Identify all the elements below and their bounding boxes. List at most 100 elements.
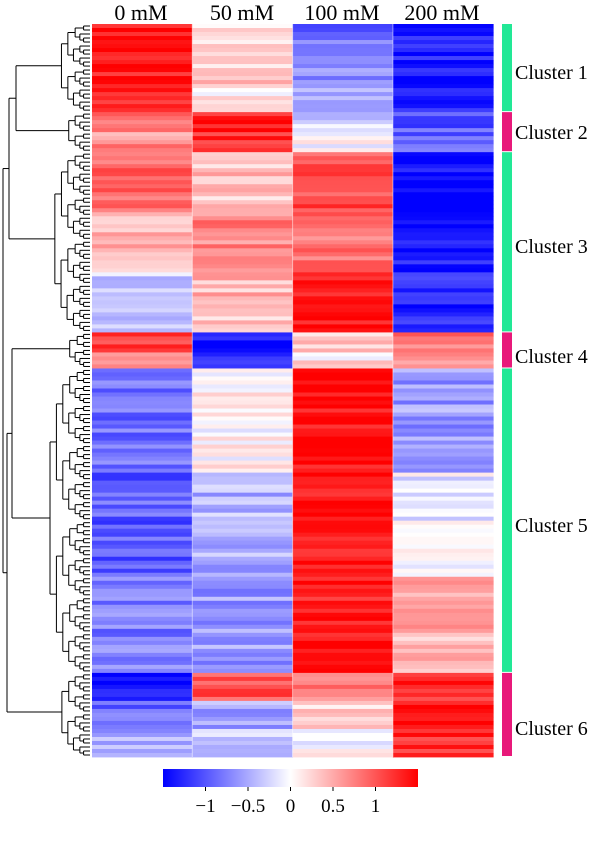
- heatmap-cell: [392, 160, 494, 165]
- heatmap-cell: [192, 420, 293, 425]
- heatmap-cell: [292, 316, 394, 321]
- heatmap-cell: [292, 712, 394, 718]
- heatmap-cell: [92, 64, 193, 69]
- heatmap-cell: [292, 520, 394, 526]
- heatmap-cell: [392, 140, 494, 145]
- heatmap-cell: [92, 744, 193, 750]
- heatmap-cell: [92, 344, 193, 349]
- heatmap-cell: [292, 440, 394, 445]
- heatmap-cell: [292, 624, 394, 630]
- heatmap-cell: [192, 672, 293, 678]
- heatmap-cell: [92, 220, 193, 225]
- heatmap-cell: [192, 280, 293, 285]
- heatmap-cell: [292, 136, 394, 141]
- heatmap-cell: [92, 500, 193, 506]
- heatmap-cell: [92, 76, 193, 81]
- heatmap-cell: [92, 524, 193, 530]
- heatmap-cell: [392, 568, 494, 574]
- heatmap-cell: [92, 368, 193, 373]
- heatmap-cell: [92, 316, 193, 321]
- heatmap-cell: [192, 116, 293, 121]
- heatmap-cell: [292, 596, 394, 602]
- cluster-bar: [502, 152, 512, 332]
- heatmap-cell: [192, 484, 293, 490]
- heatmap-cell: [392, 628, 494, 634]
- heatmap-cell: [92, 144, 193, 149]
- heatmap-cell: [392, 524, 494, 530]
- heatmap-cell: [292, 132, 394, 137]
- heatmap-cell: [192, 408, 293, 413]
- heatmap-cell: [92, 652, 193, 658]
- heatmap-cell: [392, 380, 494, 385]
- heatmap-cell: [292, 264, 394, 269]
- heatmap-cell: [392, 280, 494, 285]
- heatmap-cell: [92, 44, 193, 49]
- heatmap-cell: [292, 488, 394, 494]
- heatmap-cell: [292, 180, 394, 185]
- heatmap-cell: [92, 348, 193, 353]
- heatmap-cell: [292, 228, 394, 233]
- heatmap-cell: [392, 184, 494, 189]
- heatmap-cell: [292, 152, 394, 157]
- heatmap-cell: [192, 212, 293, 217]
- heatmap-cell: [292, 52, 394, 57]
- heatmap-cell: [92, 72, 193, 77]
- heatmap-cell: [292, 328, 394, 333]
- heatmap-cell: [92, 184, 193, 189]
- heatmap-cell: [92, 304, 193, 309]
- heatmap-cell: [92, 224, 193, 229]
- heatmap-cell: [92, 148, 193, 153]
- heatmap-cell: [292, 424, 394, 429]
- cluster-labels: Cluster 1 Cluster 2 Cluster 3 Cluster 4 …: [515, 62, 588, 740]
- heatmap-cell: [292, 444, 394, 449]
- heatmap-cell: [392, 532, 494, 538]
- heatmap-cell: [92, 228, 193, 233]
- heatmap-cell: [192, 292, 293, 297]
- heatmap-cell: [92, 352, 193, 357]
- heatmap-cell: [392, 248, 494, 253]
- heatmap-cell: [392, 64, 494, 69]
- heatmap-cell: [192, 312, 293, 317]
- heatmap-cell: [392, 72, 494, 77]
- heatmap-cell: [392, 100, 494, 105]
- heatmap-cell: [192, 636, 293, 642]
- heatmap-cell: [192, 600, 293, 606]
- heatmap-cell: [292, 356, 394, 361]
- heatmap-cell: [92, 88, 193, 93]
- heatmap-cell: [192, 344, 293, 349]
- heatmap-cell: [292, 484, 394, 490]
- colorbar-gradient: [163, 769, 418, 787]
- heatmap-cell: [292, 576, 394, 582]
- heatmap-cell: [392, 76, 494, 81]
- heatmap-cell: [92, 140, 193, 145]
- heatmap-cell: [392, 548, 494, 554]
- heatmap-cell: [192, 220, 293, 225]
- heatmap-cell: [392, 252, 494, 257]
- cluster-label: Cluster 6: [515, 718, 588, 740]
- heatmap-cell: [292, 660, 394, 666]
- heatmap-cell: [192, 536, 293, 542]
- heatmap-cell: [292, 272, 394, 277]
- heatmap-cell: [292, 436, 394, 441]
- heatmap-cell: [292, 580, 394, 586]
- heatmap-cell: [392, 468, 494, 474]
- heatmap-cell: [192, 504, 293, 510]
- heatmap-cell: [92, 552, 193, 558]
- heatmap-cell: [192, 444, 293, 449]
- heatmap-cell: [292, 504, 394, 510]
- heatmap-cell: [192, 260, 293, 265]
- heatmap-cell: [192, 376, 293, 381]
- heatmap-cell: [92, 100, 193, 105]
- heatmap-cell: [192, 488, 293, 494]
- heatmap-cell: [292, 104, 394, 109]
- heatmap-cell: [192, 120, 293, 125]
- heatmap-cell: [292, 544, 394, 550]
- heatmap-cell: [92, 416, 193, 421]
- heatmap-cell: [92, 476, 193, 482]
- heatmap-cell: [392, 360, 494, 365]
- heatmap-cell: [392, 580, 494, 586]
- heatmap-cell: [392, 264, 494, 269]
- heatmap-cell: [292, 92, 394, 97]
- heatmap-cell: [392, 392, 494, 397]
- heatmap-cell: [92, 644, 193, 650]
